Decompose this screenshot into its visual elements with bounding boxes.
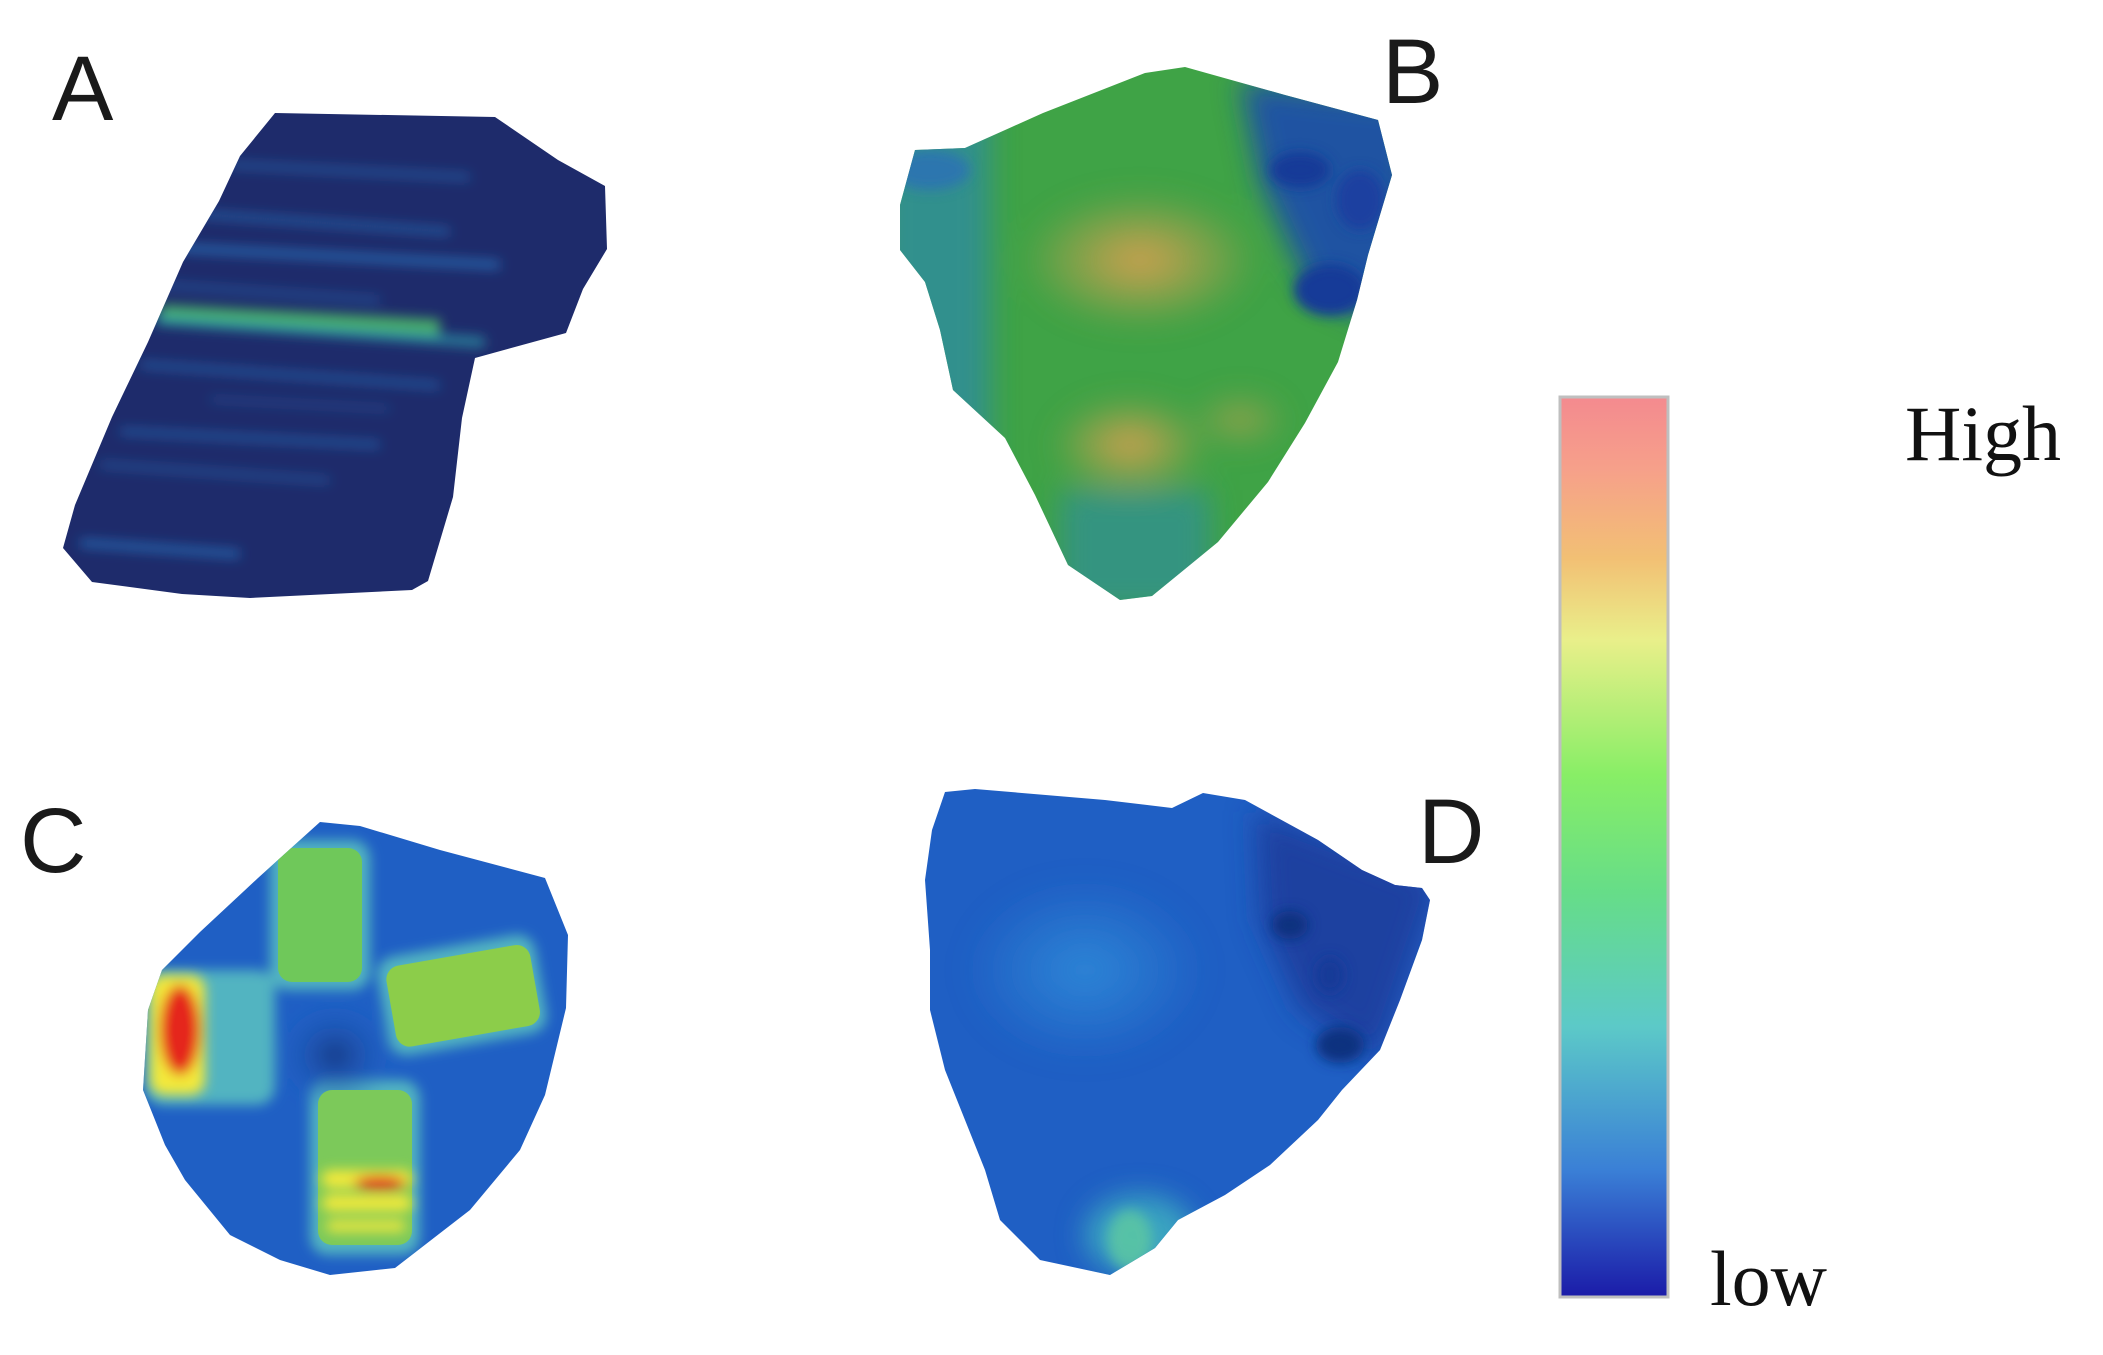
panel-label-b: B — [1382, 21, 1443, 123]
color-scale-bar — [1558, 395, 1670, 1299]
color-scale: High low — [1558, 390, 2061, 1322]
panel-a-streaks — [79, 161, 500, 558]
map-panel-c — [143, 822, 568, 1275]
panel-label-c: C — [20, 790, 86, 892]
map-panel-d — [925, 789, 1430, 1275]
color-scale-low-label: low — [1710, 1235, 1827, 1322]
map-panel-a — [63, 113, 607, 598]
map-panel-b — [900, 67, 1392, 600]
panel-label-d: D — [1418, 781, 1484, 883]
panel-label-a: A — [52, 38, 114, 140]
color-scale-high-label: High — [1905, 390, 2061, 477]
